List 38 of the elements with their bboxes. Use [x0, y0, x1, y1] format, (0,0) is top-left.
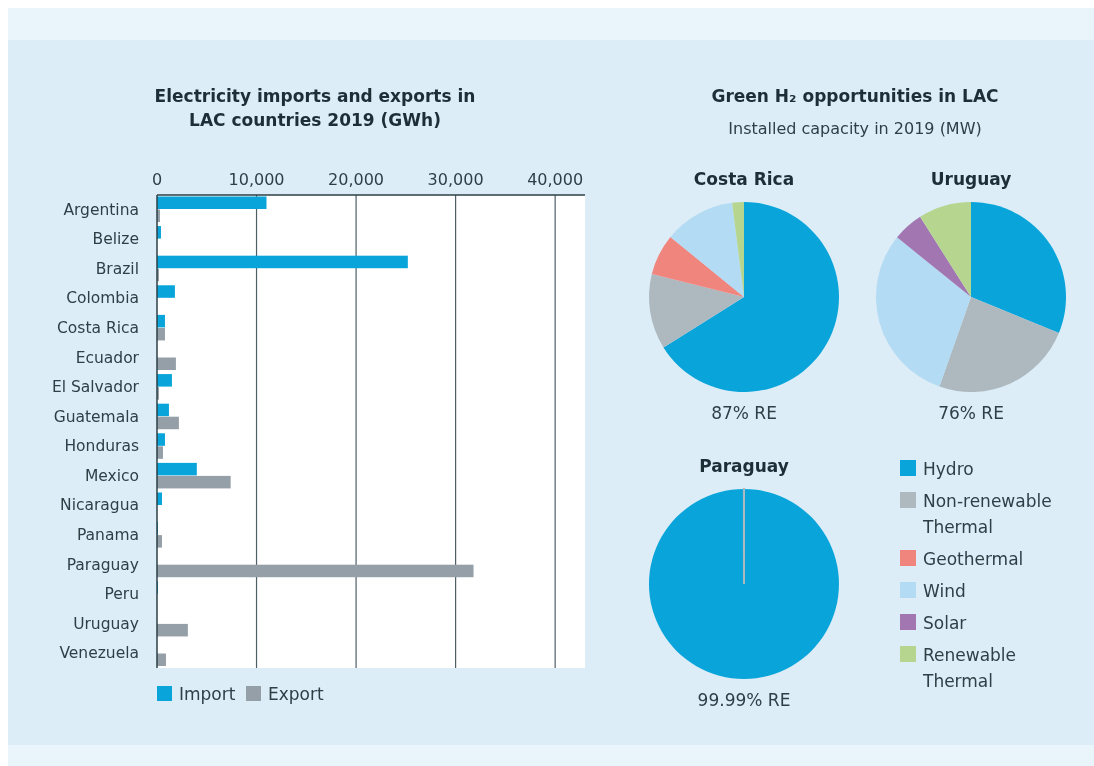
x-tick-label: 20,000: [328, 170, 385, 189]
y-tick-label: Belize: [92, 230, 139, 249]
y-tick-label: Brazil: [95, 259, 139, 278]
y-tick-label: Paraguay: [66, 555, 139, 574]
legend-label: Wind: [923, 581, 966, 601]
legend-label: Solar: [923, 613, 967, 633]
text: 87% RE: [711, 403, 777, 423]
chart-title: Electricity imports and exports in LAC countries 2019 (GWh): [154, 86, 476, 130]
legend-label: Hydro: [923, 459, 974, 479]
y-tick-label: Argentina: [63, 200, 139, 219]
y-tick-label: Uruguay: [73, 614, 139, 633]
legend-label: Import: [179, 684, 236, 704]
y-tick-label: Mexico: [84, 466, 139, 485]
x-tick-label: 40,000: [527, 170, 584, 189]
legend-label: Export: [268, 684, 324, 704]
x-tick-label: 10,000: [228, 170, 285, 189]
text: Green H₂ opportunities in LAC: [711, 86, 999, 106]
chart-title: Uruguay: [930, 169, 1012, 189]
text: 99.99% RE: [697, 690, 791, 710]
y-tick-label: Ecuador: [75, 348, 140, 367]
y-tick-label: El Salvador: [51, 378, 140, 397]
y-tick-label: Costa Rica: [57, 318, 139, 337]
legend-label: Geothermal: [923, 549, 1024, 569]
y-tick-label: Nicaragua: [60, 496, 139, 515]
chart-title: Costa Rica: [693, 169, 795, 189]
y-tick-label: Panama: [76, 526, 139, 545]
y-tick-label: Peru: [104, 585, 139, 604]
x-tick-label: 30,000: [427, 170, 484, 189]
y-tick-label: Honduras: [64, 437, 139, 456]
x-tick-label: 0: [151, 170, 163, 189]
y-tick-label: Venezuela: [59, 644, 139, 663]
legend-label: Non-renewable Thermal: [922, 491, 1052, 537]
text: 76% RE: [938, 403, 1004, 423]
y-tick-label: Colombia: [66, 289, 139, 308]
y-tick-label: Guatemala: [53, 407, 139, 426]
legend-label: Renewable Thermal: [922, 645, 1017, 691]
text: Installed capacity in 2019 (MW): [728, 119, 982, 138]
chart-title: Paraguay: [699, 456, 789, 476]
